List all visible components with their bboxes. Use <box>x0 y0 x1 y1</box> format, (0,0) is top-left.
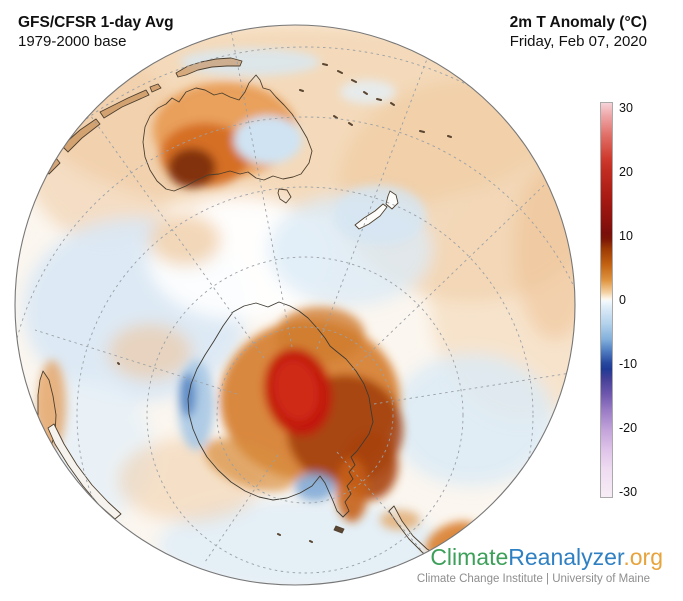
brand-climate: Climate <box>430 544 509 570</box>
colorbar-tick: 10 <box>619 229 633 243</box>
pacific-island-specks <box>117 63 452 543</box>
brand-subtitle: Climate Change Institute | University of… <box>416 573 650 585</box>
variable-title: 2m T Anomaly (°C) <box>509 14 647 31</box>
tasmania-coastline <box>277 188 292 204</box>
colorbar-tick: 20 <box>619 165 633 179</box>
brand-logo-link[interactable]: ClimateReanalyzer.org <box>417 544 663 571</box>
colorbar-tick: -20 <box>619 421 638 435</box>
branding: ClimateReanalyzer.org Climate Change Ins… <box>417 544 663 585</box>
header-left: GFS/CFSR 1-day Avg 1979-2000 base <box>18 14 174 51</box>
indonesia-islands <box>44 83 162 175</box>
model-title: GFS/CFSR 1-day Avg <box>18 14 174 31</box>
brand-reanalyzer: Reanalyzer <box>508 544 624 570</box>
colorbar-tick: -10 <box>619 357 638 371</box>
graticule <box>15 25 575 585</box>
antarctica-coastline <box>187 301 374 518</box>
colorbar-gradient <box>600 102 613 498</box>
colorbar-tick: -30 <box>619 485 638 499</box>
australia-coastline <box>142 74 313 192</box>
header-right: 2m T Anomaly (°C) Friday, Feb 07, 2020 <box>510 14 647 51</box>
brand-org: .org <box>623 544 663 570</box>
south-atlantic-islands <box>333 525 345 534</box>
globe-outline <box>14 24 576 586</box>
colorbar-tick: 30 <box>619 101 633 115</box>
colorbar-tick: 0 <box>619 293 626 307</box>
date-subtitle: Friday, Feb 07, 2020 <box>509 32 647 50</box>
baseline-subtitle: 1979-2000 base <box>18 32 127 50</box>
anomaly-blobs <box>38 48 479 559</box>
